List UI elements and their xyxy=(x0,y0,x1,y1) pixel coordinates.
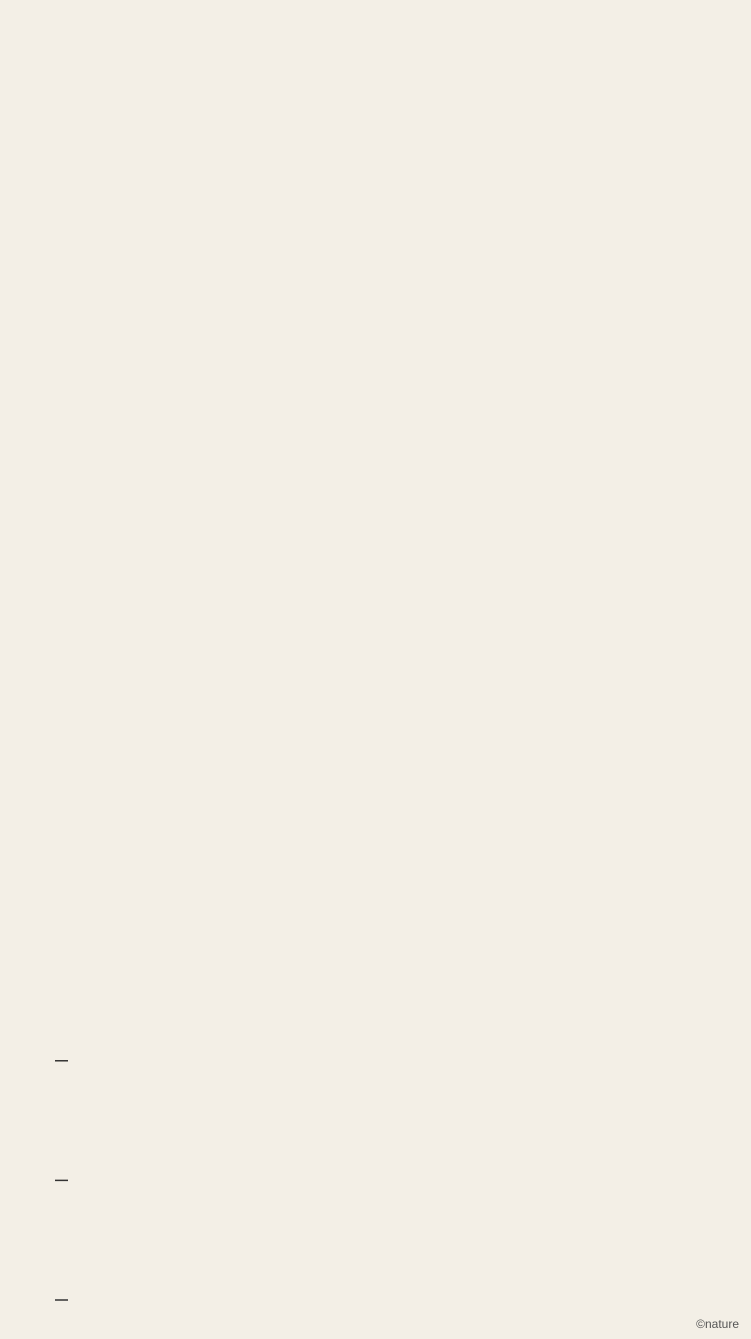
credit: ©nature xyxy=(696,1317,739,1331)
bubble-chart xyxy=(0,0,751,1339)
